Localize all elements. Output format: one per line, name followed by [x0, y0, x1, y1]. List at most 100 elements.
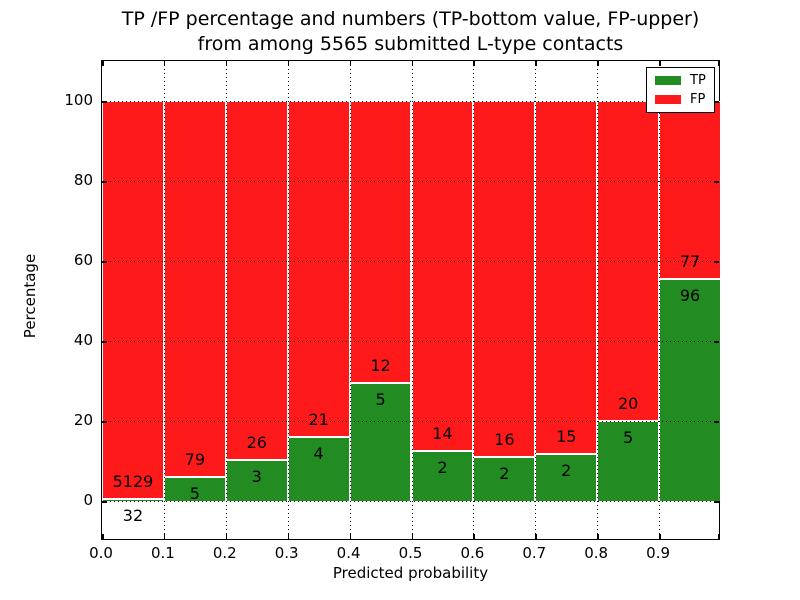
y-tick-mark: [714, 261, 719, 263]
vertical-gridline: [349, 61, 351, 539]
x-tick-label: 0.1: [150, 544, 175, 562]
y-tick-mark: [102, 101, 107, 103]
legend: TP FP: [646, 67, 715, 113]
bar-segment-fp: [535, 101, 598, 454]
bar-label-fp: 21: [308, 410, 329, 429]
y-tick-mark: [714, 341, 719, 343]
x-tick-mark: [287, 534, 290, 539]
x-tick-mark: [473, 534, 475, 539]
horizontal-gridline: [102, 421, 719, 422]
x-tick-mark: [659, 61, 661, 66]
bar-segment-tp: [473, 456, 536, 501]
bar-segment-tp: [411, 451, 474, 501]
x-tick-label: 0.6: [460, 544, 485, 562]
y-tick-label: 80: [73, 171, 93, 189]
vertical-gridline: [287, 61, 289, 539]
chart-title-line2: from among 5565 submitted L-type contact…: [197, 33, 624, 55]
bar-label-fp: 16: [494, 429, 515, 449]
x-tick-mark: [225, 534, 228, 539]
horizontal-gridline: [102, 341, 719, 342]
horizontal-gridline: [102, 501, 719, 502]
bar-segment-tp: [659, 279, 721, 501]
y-tick-mark: [102, 341, 107, 343]
x-tick-label: 0.9: [646, 544, 671, 562]
legend-item: TP: [655, 73, 706, 88]
bar-label-tp: 5: [375, 390, 386, 410]
bar-label-tp: 2: [437, 458, 448, 477]
y-tick-label: 60: [73, 251, 93, 269]
bar-segment-fp: [473, 101, 536, 457]
bar-segment-fp: [659, 101, 721, 280]
x-tick-mark: [597, 61, 599, 66]
y-tick-mark: [102, 421, 107, 423]
bar-label-fp: 5129: [112, 471, 154, 491]
x-tick-mark: [718, 61, 720, 66]
x-tick-label: 0.8: [584, 544, 609, 562]
y-tick-label: 0: [83, 491, 93, 509]
x-tick-mark: [287, 61, 290, 66]
bar-label-fp: 15: [556, 426, 577, 446]
bar-segment-tp: [225, 459, 288, 501]
y-tick-label: 20: [73, 411, 93, 429]
bar-label-tp: 2: [561, 460, 572, 480]
bar-label-fp: 20: [617, 394, 639, 413]
bar-segment-tp: [102, 498, 164, 501]
legend-item: FP: [655, 92, 706, 107]
x-tick-label: 0.3: [274, 544, 299, 562]
bar-segment-fp: [102, 101, 164, 499]
bar-label-tp: 2: [499, 463, 510, 483]
y-tick-mark: [102, 261, 107, 263]
y-axis-label: Percentage: [21, 253, 39, 339]
y-tick-mark: [714, 501, 719, 503]
bar-label-tp: 5: [623, 428, 634, 447]
bar-segment-fp: [287, 101, 350, 437]
bar-label-tp: 32: [122, 505, 144, 525]
x-tick-label: 0.7: [522, 544, 547, 562]
y-tick-mark: [714, 421, 719, 423]
x-tick-mark: [411, 534, 413, 539]
vertical-gridline: [473, 61, 475, 539]
y-tick-label: 100: [64, 91, 93, 109]
vertical-gridline: [411, 61, 413, 539]
plot-area: 5129 32 79 5 26 3 21 4 12 5 14 2 16 2 15 2 20 5 77 96: [101, 60, 721, 540]
x-tick-label: 0.2: [212, 544, 237, 562]
bar-segment-fp: [349, 101, 412, 384]
vertical-gridline: [535, 61, 537, 539]
x-tick-mark: [163, 61, 166, 66]
horizontal-gridline: [102, 261, 719, 262]
bar-label-tp: 4: [313, 444, 324, 463]
x-tick-mark: [349, 61, 352, 66]
legend-swatch-fp: [655, 95, 681, 104]
x-tick-mark: [718, 534, 720, 539]
x-tick-label: 0.5: [398, 544, 423, 562]
x-tick-mark: [473, 61, 475, 66]
vertical-gridline: [163, 61, 165, 539]
y-tick-mark: [102, 181, 107, 183]
bar-label-fp: 26: [246, 432, 267, 452]
vertical-gridline: [225, 61, 227, 539]
x-axis-label: Predicted probability: [332, 564, 489, 582]
vertical-gridline: [597, 61, 599, 539]
x-tick-mark: [102, 61, 104, 66]
x-tick-mark: [349, 534, 352, 539]
legend-label: TP: [690, 73, 706, 88]
x-tick-mark: [225, 61, 228, 66]
bar-label-fp: 12: [370, 356, 391, 376]
legend-swatch-tp: [655, 76, 681, 85]
bar-segment-tp: [287, 437, 350, 501]
horizontal-gridline: [102, 181, 719, 182]
bar-label-tp: 3: [251, 466, 262, 486]
bar-segment-fp: [411, 101, 474, 451]
x-tick-mark: [163, 534, 166, 539]
x-tick-mark: [411, 61, 413, 66]
y-tick-mark: [102, 501, 107, 503]
x-tick-mark: [659, 534, 661, 539]
x-tick-mark: [535, 61, 537, 66]
y-tick-mark: [714, 181, 719, 183]
horizontal-gridline: [102, 101, 719, 102]
chart-title: TP /FP percentage and numbers (TP-bottom…: [101, 7, 720, 57]
chart-title-line1: TP /FP percentage and numbers (TP-bottom…: [121, 8, 700, 30]
x-tick-mark: [535, 534, 537, 539]
y-tick-label: 40: [73, 331, 93, 349]
